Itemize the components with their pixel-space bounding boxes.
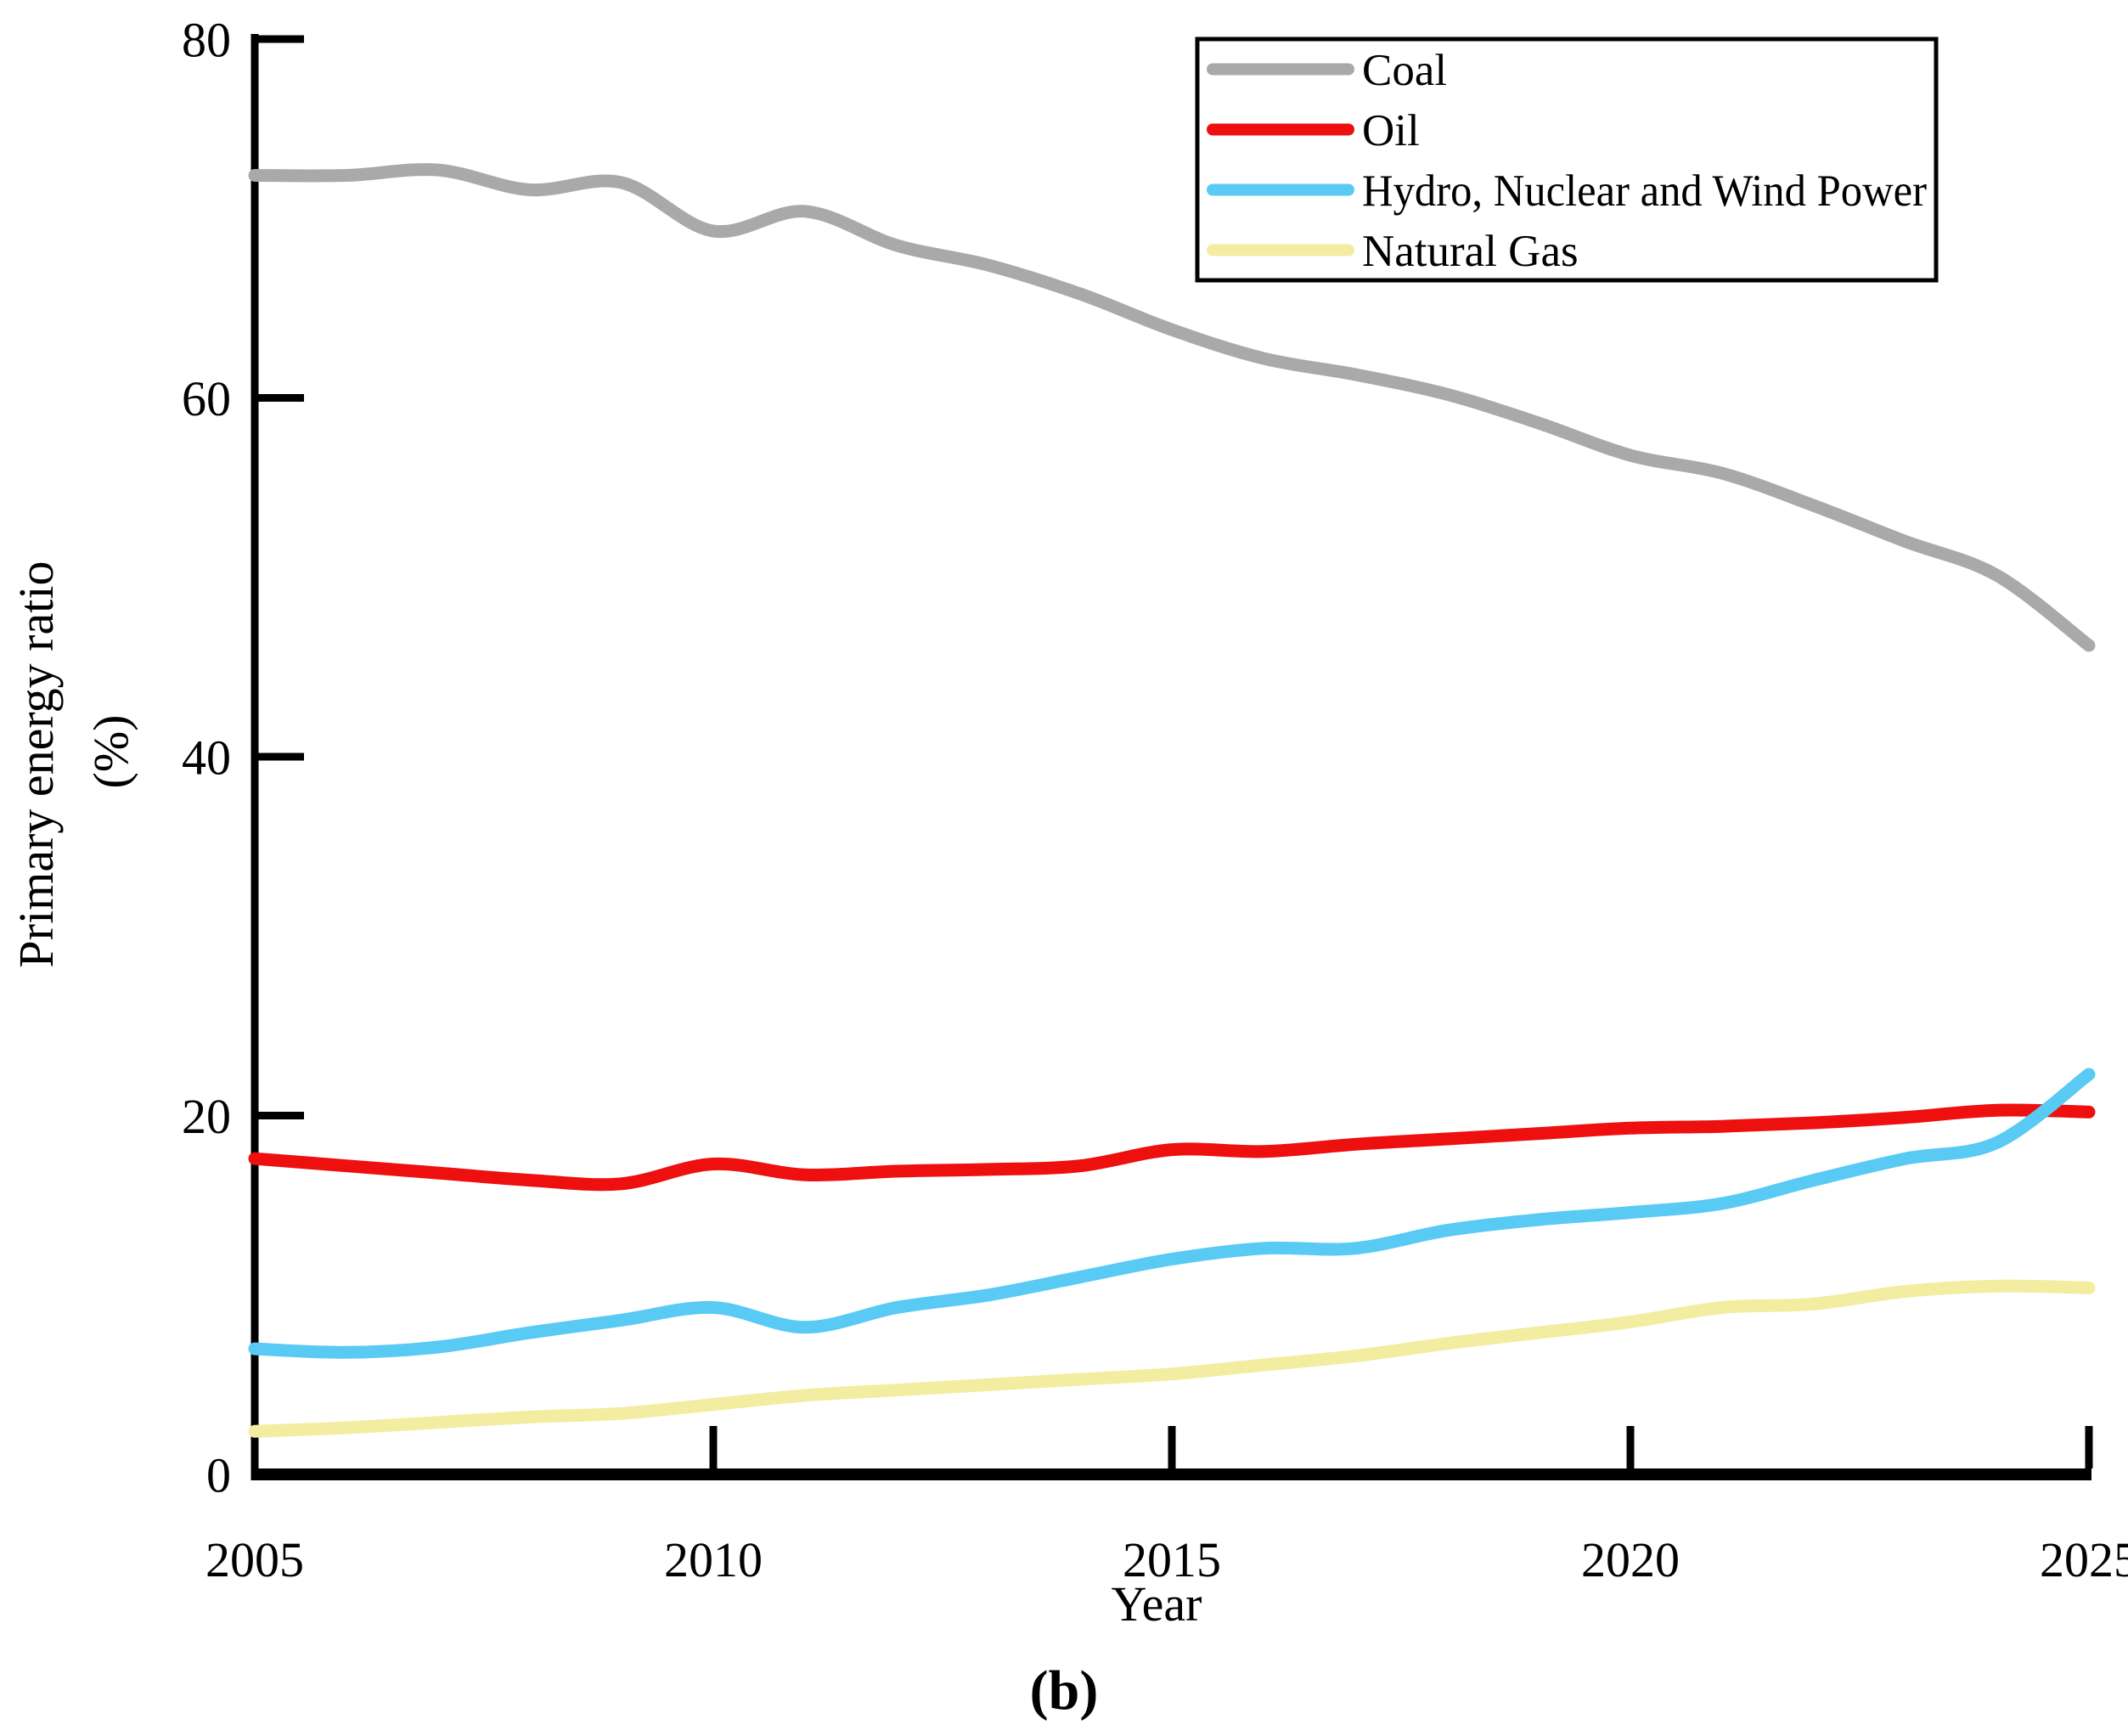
x-axis-title: Year [1112, 1576, 1202, 1632]
legend-layer: Coal Oil Hydro, Nuclear and Wind Power Natu… [1195, 37, 1939, 283]
x-tick-label: 2005 [205, 1532, 304, 1587]
legend-label-coal: Coal [1362, 46, 1447, 95]
y-axis-title-line2: (%) [83, 715, 138, 789]
series-line-oil [248, 1103, 2096, 1192]
figure-caption: (b) [1030, 1660, 1099, 1722]
legend-label-natural-gas: Natural Gas [1362, 227, 1579, 276]
x-tick-label: 2010 [664, 1532, 763, 1587]
y-tick-label: 0 [206, 1447, 231, 1502]
legend-label-hydro-nuclear-and-wind-power: Hydro, Nuclear and Wind Power [1362, 166, 1927, 216]
series-line-natural-gas [248, 1279, 2096, 1438]
x-tick-label: 2015 [1123, 1532, 1221, 1587]
series-line-coal [248, 163, 2096, 652]
y-axis-title-line1: Primary energy ratio [8, 561, 64, 968]
y-tick-label: 80 [182, 12, 231, 67]
y-tick-label: 60 [182, 371, 231, 426]
series-line-hydro-nuclear-and-wind-power [248, 1068, 2096, 1359]
x-tick-label: 2020 [1581, 1532, 1680, 1587]
y-tick-label: 20 [182, 1089, 231, 1144]
x-tick-label: 2025 [2040, 1532, 2128, 1587]
y-tick-label: 40 [182, 730, 231, 785]
legend-label-oil: Oil [1362, 106, 1420, 155]
series-layer [248, 163, 2096, 1438]
legend-box [1195, 37, 1939, 283]
axes-layer [251, 34, 2091, 1480]
ticks-layer: 0 20 40 60 80 2005 2010 2015 2020 2025 [182, 12, 2128, 1587]
